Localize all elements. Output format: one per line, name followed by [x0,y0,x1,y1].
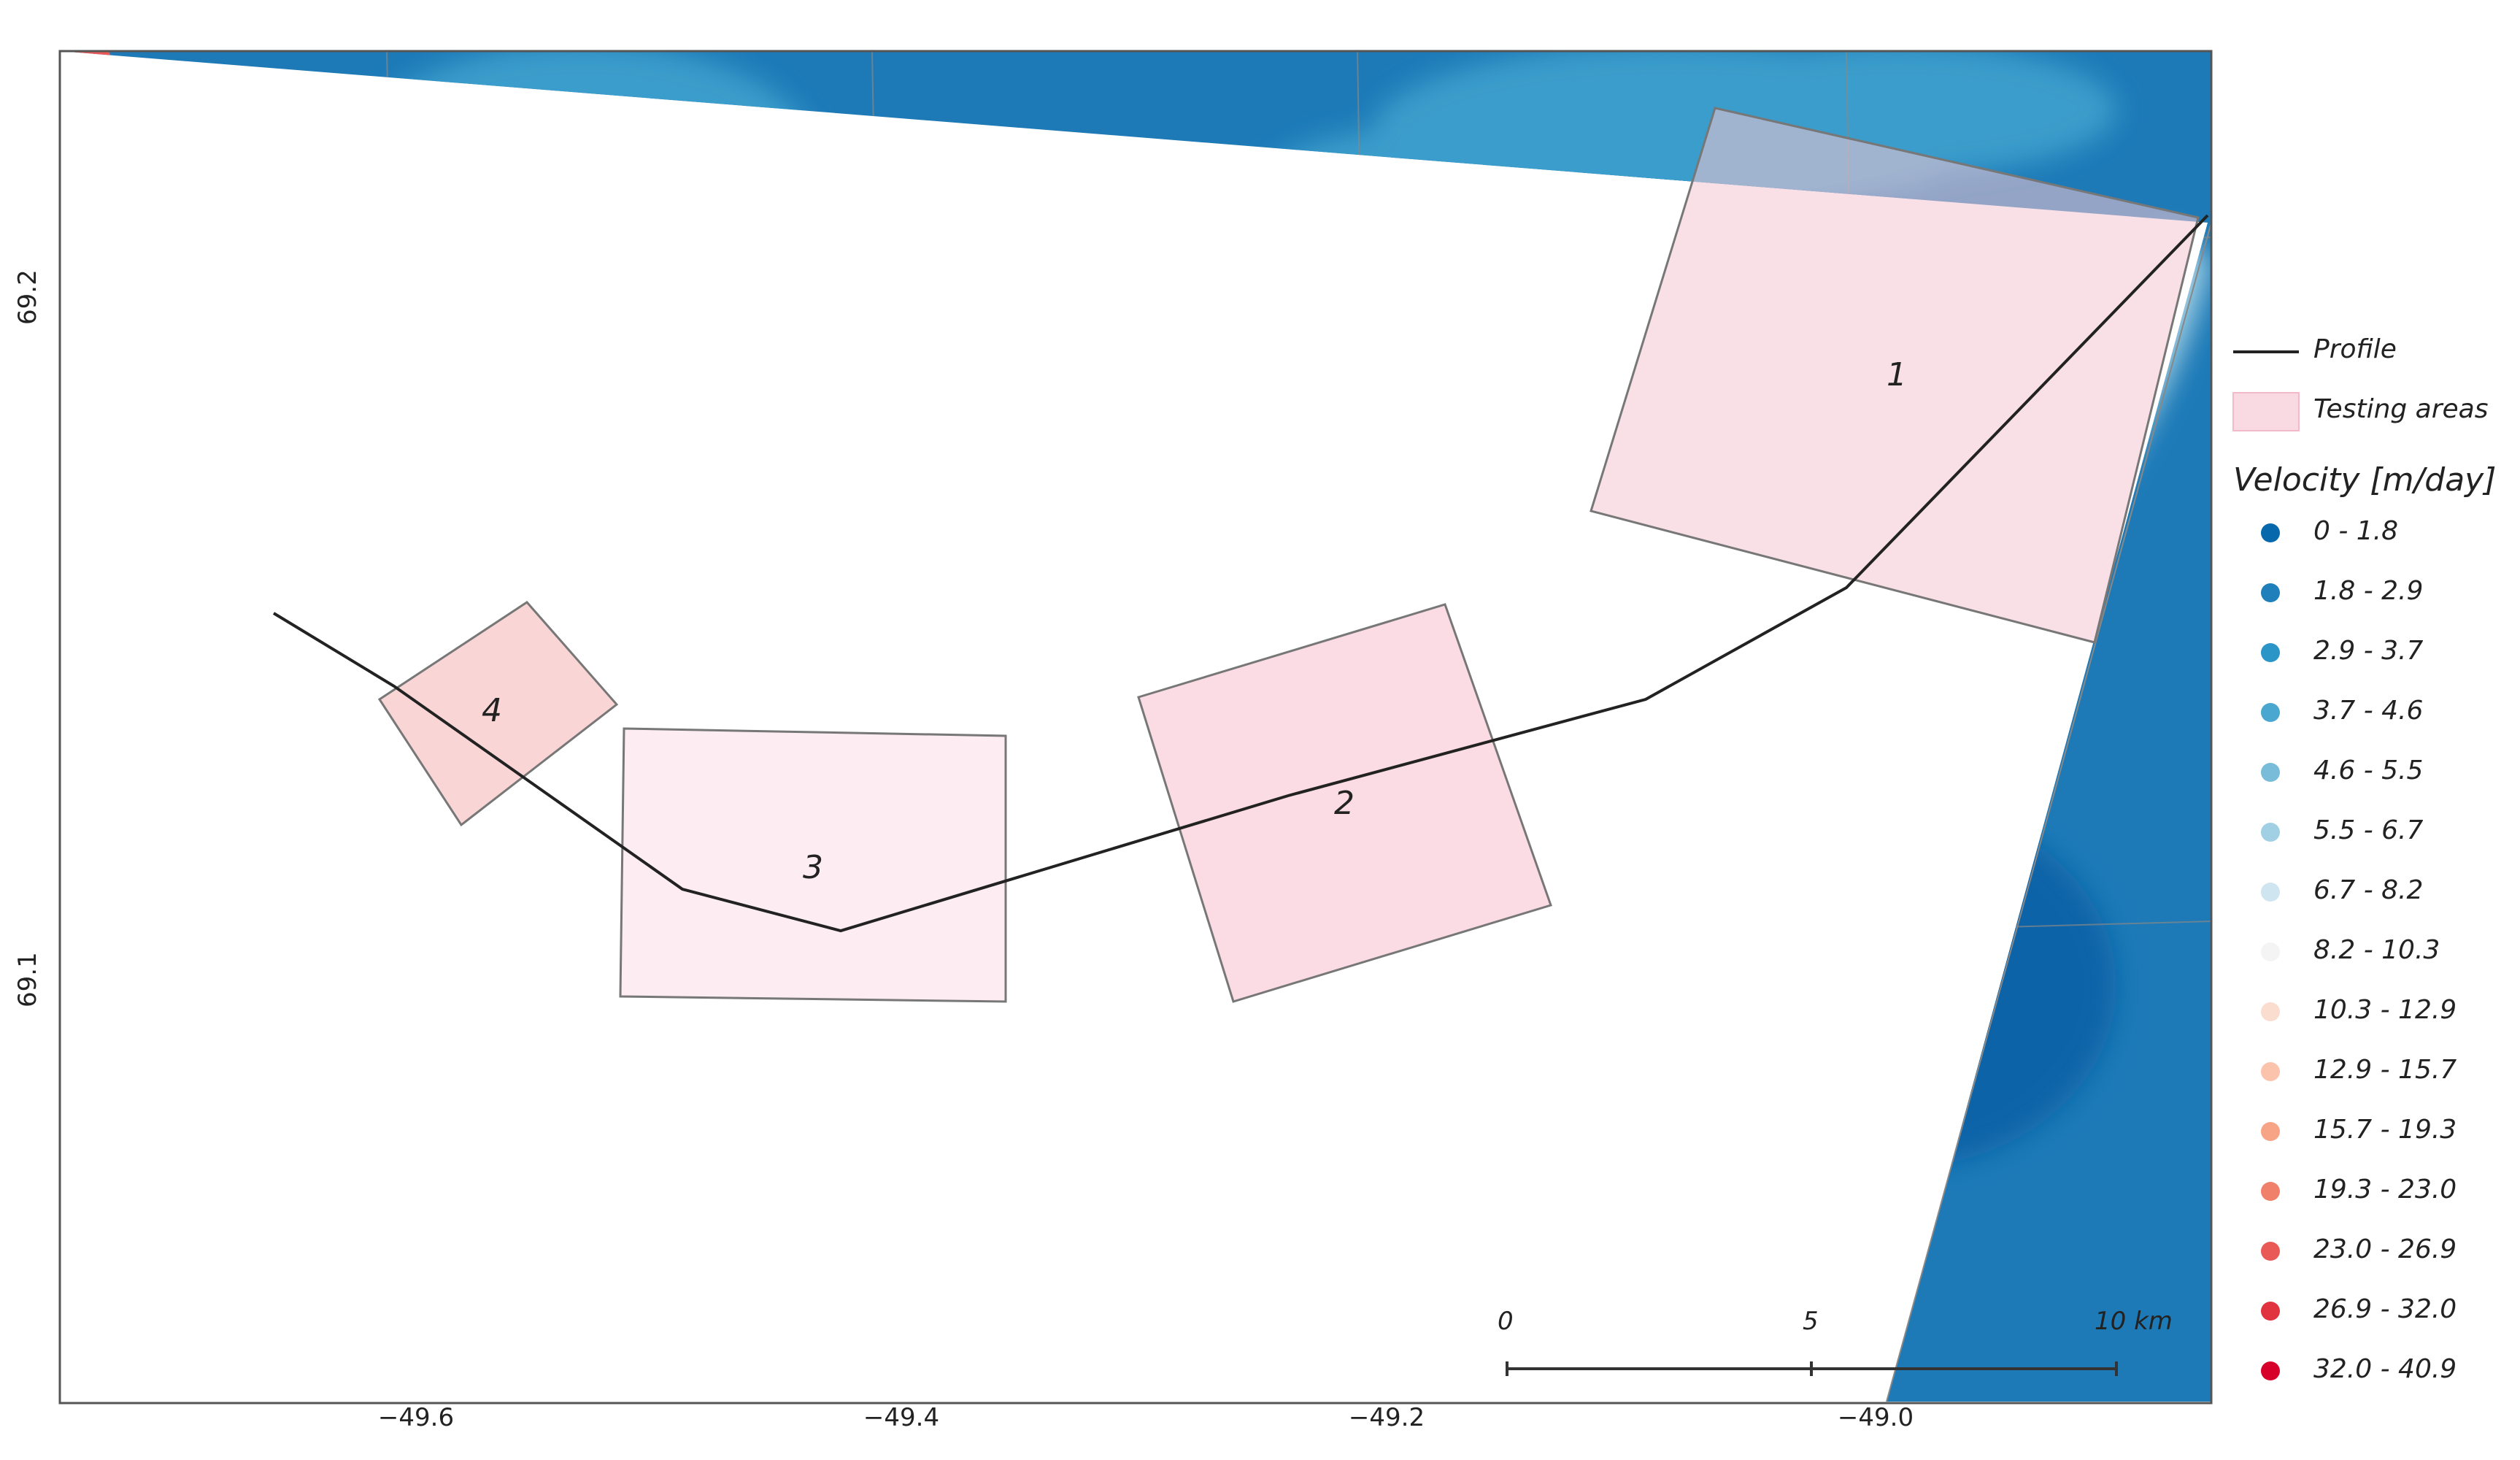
scale-label-10km: 10 km [2095,1307,2173,1336]
testing-area-3 [619,727,1007,1003]
legend-class-swatch [2261,1242,2280,1261]
legend-class-swatch [2261,583,2280,602]
scale-label-0: 0 [1498,1307,1514,1336]
x-tick-label: −49.2 [1348,1403,1425,1432]
legend-class-swatch [2261,1302,2280,1321]
legend-profile-label: Profile [2313,334,2397,364]
scale-label-5: 5 [1803,1307,1819,1336]
legend-class-swatch [2261,1122,2280,1141]
y-tick-label: 69.1 [13,952,42,1007]
legend-class-label: 8.2 - 10.3 [2313,935,2440,965]
testing-areas [377,107,2200,1003]
legend-class-swatch [2261,763,2280,782]
legend-class-label: 6.7 - 8.2 [2313,875,2424,905]
testing-area-label-3: 3 [803,849,823,886]
profile-line [272,214,2209,933]
x-tick-label: −49.0 [1837,1403,1914,1432]
legend-class-label: 32.0 - 40.9 [2313,1354,2457,1384]
legend-class-label: 19.3 - 23.0 [2313,1175,2457,1204]
y-tick-label: 69.2 [13,269,42,325]
frame-border [58,50,2213,1405]
legend-testing-areas-label: Testing areas [2313,394,2489,424]
legend-class-label: 3.7 - 4.6 [2313,696,2424,726]
legend-testing-area-symbol [2232,392,2300,431]
legend-class-swatch [2261,1062,2280,1081]
legend-class-swatch [2261,883,2280,902]
legend-class-swatch [2261,643,2280,662]
legend-class-label: 0 - 1.8 [2313,516,2399,546]
testing-area-label-2: 2 [1334,785,1355,822]
legend-class-label: 4.6 - 5.5 [2313,756,2424,785]
testing-area-1 [1590,107,2200,644]
legend-class-label: 1.8 - 2.9 [2313,576,2424,606]
legend-class-label: 26.9 - 32.0 [2313,1294,2457,1324]
legend-class-label: 15.7 - 19.3 [2313,1115,2457,1145]
legend-class-swatch [2261,1182,2280,1201]
legend-class-label: 2.9 - 3.7 [2313,636,2424,666]
legend-class-swatch [2261,942,2280,961]
legend-class-label: 23.0 - 26.9 [2313,1234,2457,1264]
legend-velocity-title: Velocity [m/day] [2233,461,2497,499]
legend-class-label: 10.3 - 12.9 [2313,995,2457,1025]
testing-area-4 [377,601,619,827]
x-tick-label: −49.4 [863,1403,940,1432]
legend-class-label: 5.5 - 6.7 [2313,815,2424,845]
x-tick-label: −49.6 [377,1403,455,1432]
testing-area-label-4: 4 [482,692,502,729]
legend-class-swatch [2261,1002,2280,1021]
legend-class-label: 12.9 - 15.7 [2313,1055,2457,1085]
legend-class-swatch [2261,1361,2280,1380]
legend-class-swatch [2261,703,2280,722]
testing-area-label-1: 1 [1887,356,1907,393]
legend-class-swatch [2261,523,2280,542]
scale-bar [1506,1361,2118,1376]
legend-class-swatch [2261,823,2280,842]
testing-area-2 [1137,603,1552,1003]
